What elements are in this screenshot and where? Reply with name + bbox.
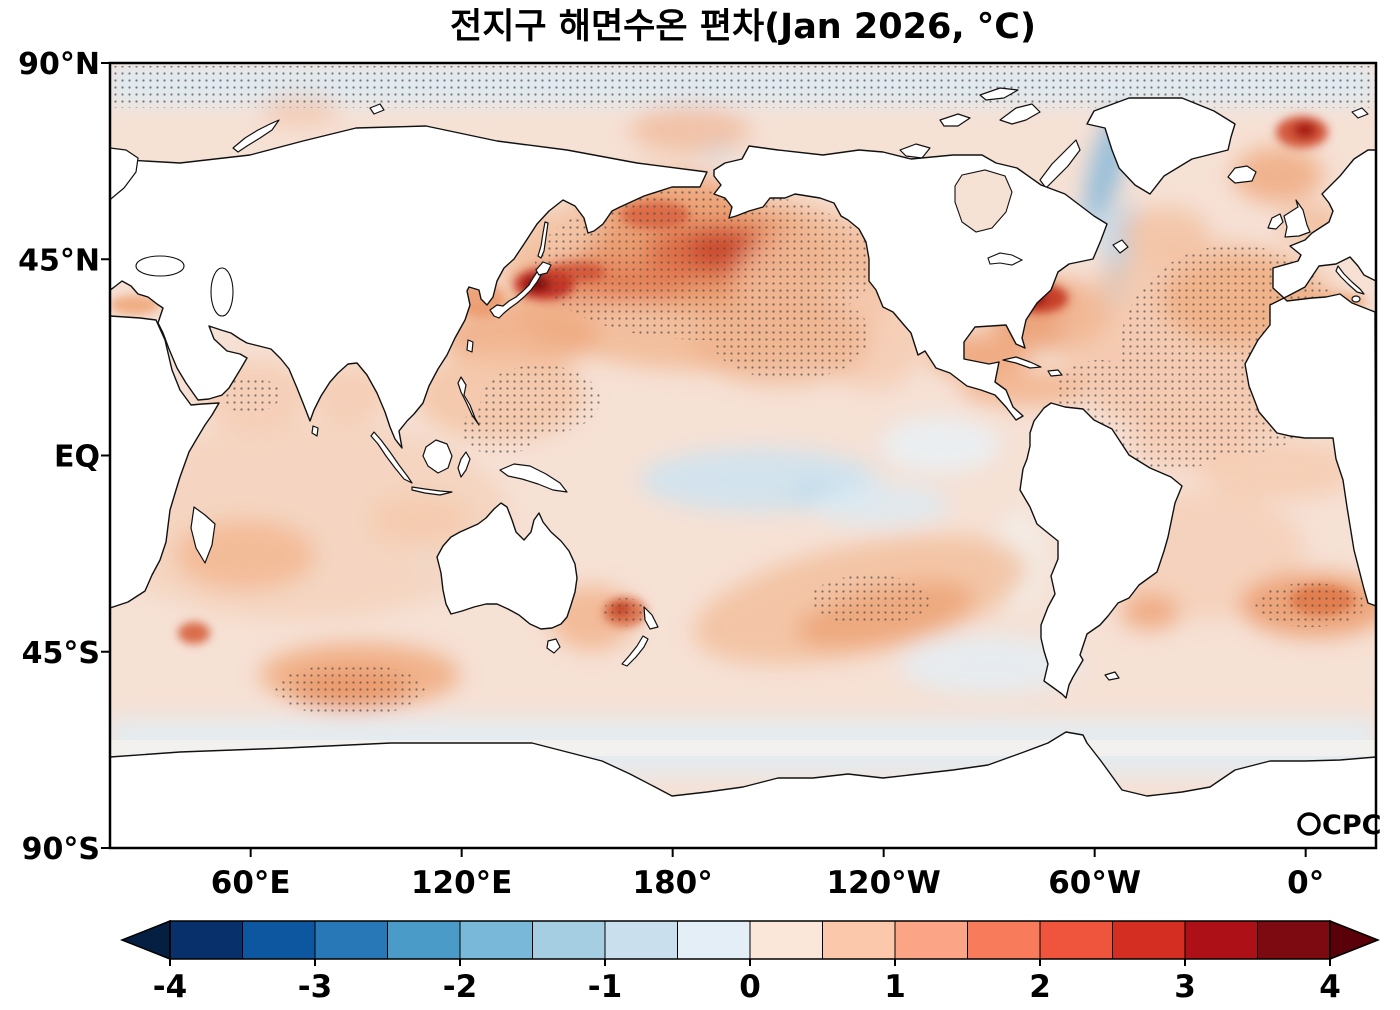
land-victoria-island: [899, 143, 931, 159]
stipple-overlay: [110, 66, 1376, 716]
land-australia: [436, 502, 578, 630]
land-south-america: [1019, 402, 1183, 699]
land-baffin: [1039, 139, 1081, 189]
land-new-zealand-north: [643, 606, 659, 630]
land-europe: [1272, 149, 1376, 299]
land-java: [411, 486, 453, 496]
x-axis-tick-label: 120°W: [826, 865, 940, 901]
colorbar-segment: [169, 920, 243, 960]
land-eurasia: [110, 125, 708, 449]
land-ellesmere: [999, 103, 1041, 125]
land-antarctica: [110, 731, 1376, 848]
land-britain: [1283, 199, 1311, 238]
colorbar-tick-label: -4: [153, 969, 187, 1005]
colorbar-tick-label: -2: [443, 969, 477, 1005]
x-axis-tick-label: 120°E: [411, 865, 512, 901]
land-newfoundland: [1112, 239, 1129, 254]
land-severnaya-zemlya: [369, 103, 385, 115]
land-sri-lanka: [311, 425, 319, 437]
colorbar-tick-label: 2: [1029, 969, 1051, 1005]
land-north-america: [713, 145, 1108, 421]
colorbar-segment: [314, 920, 388, 960]
y-axis-tick-label: EQ: [54, 440, 100, 475]
colorbar-segment: [1039, 920, 1113, 960]
colorbar-segment: [242, 920, 316, 960]
y-axis: 90°N 45°N EQ 45°S 90°S: [18, 47, 110, 867]
land-madagascar: [190, 506, 216, 564]
land-new-guinea: [499, 463, 568, 493]
hudson-bay: [954, 169, 1013, 233]
land-iceland: [1227, 165, 1257, 184]
land-arctic-island-1: [939, 113, 971, 127]
colorbar-segment: [532, 920, 606, 960]
land-africa-east: [110, 315, 220, 609]
land-sakhalin: [537, 221, 549, 259]
land-ireland: [1267, 213, 1284, 230]
chart-title: 전지구 해면수온 편차(Jan 2026, °C): [450, 7, 1036, 47]
x-axis-tick-label: 60°W: [1048, 865, 1141, 901]
y-axis-tick-label: 45°N: [18, 243, 100, 278]
cpc-logo: CPC: [1297, 810, 1381, 841]
colorbar-segment: [894, 920, 968, 960]
black-sea: [135, 255, 185, 277]
colorbar-segment: [1112, 920, 1186, 960]
land-sicily: [1351, 295, 1361, 303]
globe-ring-icon: [1297, 812, 1321, 836]
x-axis-tick-label: 180°: [633, 865, 713, 901]
land-japan-hokkaido: [535, 261, 552, 276]
land-africa-west: [1244, 293, 1376, 607]
colorbar-tick-label: 0: [739, 969, 761, 1005]
land-falklands: [1104, 671, 1120, 681]
y-axis-tick-label: 90°N: [18, 47, 100, 82]
x-axis-tick-label: 0°: [1287, 865, 1324, 901]
colorbar-over-arrow: [1329, 919, 1381, 961]
colorbar-segment: [677, 920, 751, 960]
colorbar: -4 -3 -2 -1 0 1 2 3 4: [119, 919, 1381, 1005]
colorbar-under-arrow: [119, 919, 171, 961]
caspian-sea: [210, 267, 234, 317]
colorbar-segment: [749, 920, 823, 960]
x-axis-tick-label: 60°E: [211, 865, 291, 901]
x-axis: 60°E 120°E 180° 120°W 60°W 0°: [211, 848, 1324, 901]
colorbar-tick-label: 4: [1319, 969, 1341, 1005]
map-canvas: [110, 63, 1376, 848]
land-sulawesi: [457, 451, 471, 478]
land-arctic-island-2: [979, 87, 1019, 101]
colorbar-tick-label: -1: [588, 969, 622, 1005]
land-novaya-zemlya: [232, 119, 280, 153]
land-tasmania: [546, 638, 561, 654]
great-lakes: [987, 252, 1024, 266]
colorbar-segment: [1257, 920, 1331, 960]
land-borneo: [422, 439, 453, 474]
colorbar-segment: [1184, 920, 1258, 960]
colorbar-segment: [822, 920, 896, 960]
colorbar-segment: [967, 920, 1041, 960]
land-taiwan: [466, 339, 474, 353]
y-axis-tick-label: 45°S: [22, 636, 100, 671]
colorbar-tick-label: 1: [884, 969, 906, 1005]
colorbar-tick-label: 3: [1174, 969, 1196, 1005]
land-philippines: [457, 376, 480, 426]
y-axis-tick-label: 90°S: [22, 832, 100, 867]
colorbar-segment: [459, 920, 533, 960]
colorbar-segment: [387, 920, 461, 960]
land-cuba: [1002, 356, 1042, 369]
colorbar-tick-label: -3: [298, 969, 332, 1005]
land-new-zealand-south: [621, 635, 649, 667]
land-italy: [1335, 265, 1365, 295]
land-sumatra: [370, 431, 413, 484]
land-svalbard: [1351, 107, 1369, 119]
cpc-logo-text: CPC: [1322, 810, 1381, 841]
land-greenland: [1086, 97, 1236, 195]
colorbar-segment: [604, 920, 678, 960]
land-hispaniola: [1047, 369, 1063, 377]
